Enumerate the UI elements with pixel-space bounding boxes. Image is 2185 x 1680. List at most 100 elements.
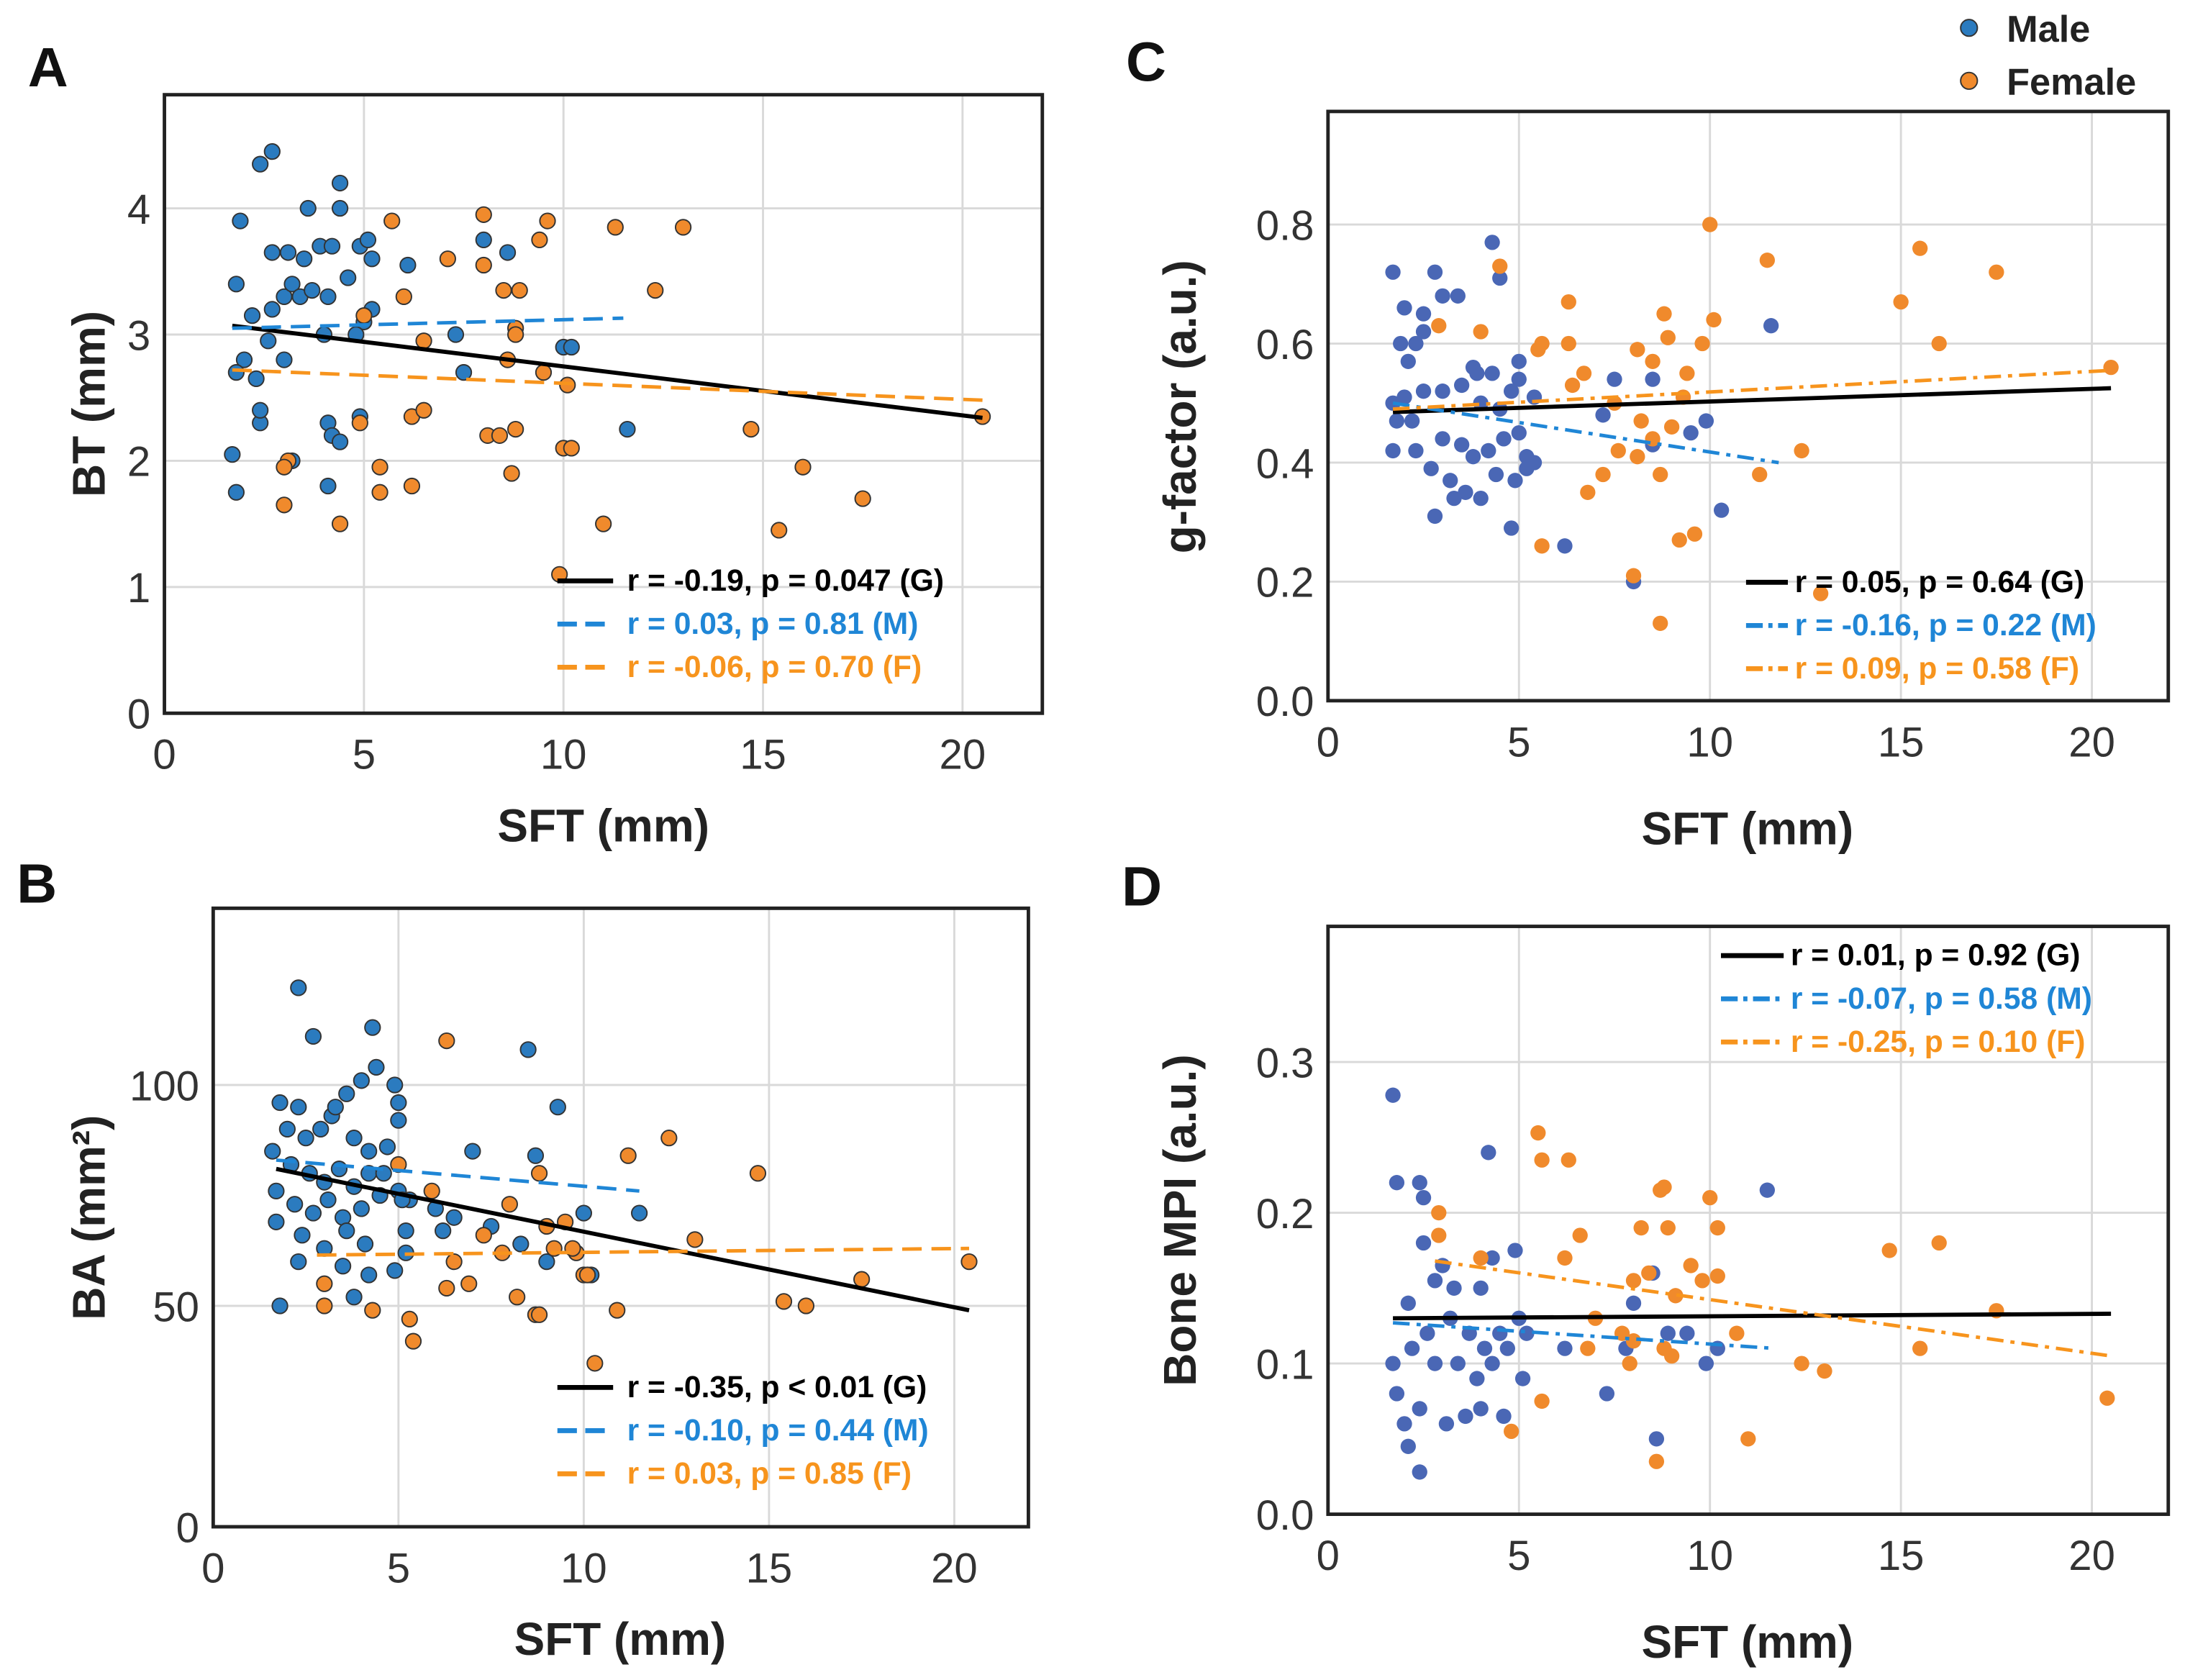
data-point-male: [1419, 1325, 1435, 1341]
data-point-male: [575, 1204, 592, 1222]
y-tick-label: 3: [127, 312, 150, 359]
data-point-male: [360, 1143, 378, 1160]
data-point-male: [1450, 1356, 1466, 1371]
data-point-male: [1599, 1386, 1615, 1402]
data-point-male: [397, 1222, 414, 1240]
data-point-female: [1759, 253, 1775, 268]
data-point-female: [1534, 538, 1550, 554]
data-point-female: [531, 231, 548, 249]
data-point-female: [1912, 240, 1928, 256]
data-point-male: [252, 155, 269, 173]
data-point-male: [345, 1289, 363, 1306]
y-tick-label: 0.8: [1256, 202, 1314, 249]
panel-b: 0 5 10 15 20 0 50 100 B SFT (mm) BA (mm²) r = -0.35…: [17, 853, 1030, 1665]
data-point-female: [660, 1130, 678, 1147]
data-point-female: [364, 1302, 381, 1319]
data-point-male: [224, 446, 241, 463]
data-point-male: [1408, 335, 1424, 352]
data-point-female: [383, 212, 401, 230]
data-point-male: [512, 1235, 530, 1253]
data-point-female: [647, 281, 664, 299]
data-point-male: [271, 1094, 289, 1112]
data-point-male: [1496, 431, 1512, 447]
data-point-male: [1469, 365, 1485, 381]
data-point-male: [1393, 335, 1409, 352]
data-point-male: [1389, 413, 1405, 429]
y-tick-label: 0: [127, 691, 150, 738]
fit-line: [1392, 401, 1779, 465]
legend-marker-male: [1960, 19, 1979, 37]
data-point-male: [1412, 1401, 1427, 1417]
data-point-female: [1729, 1325, 1745, 1341]
data-point-male: [378, 1138, 396, 1155]
y-tick-label: 0.4: [1256, 440, 1314, 487]
data-point-female: [1580, 484, 1596, 500]
data-point-female: [1912, 1340, 1928, 1356]
data-point-female: [1622, 1356, 1637, 1371]
data-point-female: [1656, 306, 1672, 322]
fit-line: [1435, 1259, 2112, 1358]
data-point-male: [1389, 1175, 1405, 1191]
data-point-male: [455, 364, 473, 381]
data-point-female: [607, 219, 624, 236]
fit-line: [1392, 386, 2112, 414]
data-point-male: [290, 1099, 307, 1116]
data-point-female: [1534, 1393, 1550, 1409]
data-point-male: [1526, 455, 1543, 471]
data-point-male: [1492, 1325, 1508, 1341]
data-point-female: [2103, 359, 2119, 376]
data-point-male: [1400, 1438, 1416, 1454]
data-point-male: [1519, 1325, 1535, 1341]
data-point-male: [334, 1258, 352, 1275]
data-point-male: [263, 142, 281, 160]
data-point-male: [364, 1019, 381, 1036]
data-point-male: [1400, 353, 1416, 369]
data-point-male: [1458, 1408, 1473, 1425]
x-tick-label: 10: [560, 1545, 607, 1592]
data-point-male: [1408, 442, 1424, 459]
fit-line: [232, 368, 983, 402]
legend-entry: r = 0.03, p = 0.85 (F): [627, 1456, 912, 1491]
data-point-male: [464, 1143, 481, 1160]
panel-label: A: [28, 37, 68, 99]
y-tick-label: 50: [153, 1284, 199, 1330]
data-point-male: [1698, 413, 1714, 429]
data-point-male: [286, 1196, 304, 1213]
data-point-male: [297, 1130, 314, 1147]
data-point-female: [1595, 466, 1611, 483]
data-point-female: [1881, 1243, 1897, 1258]
data-point-male: [390, 1094, 407, 1112]
data-point-female: [404, 1332, 422, 1350]
x-tick-label: 15: [740, 732, 786, 778]
axes-frame: [1326, 925, 2171, 1517]
data-point-male: [1396, 300, 1412, 316]
data-point-female: [501, 1196, 518, 1213]
data-point-female: [1572, 1227, 1588, 1243]
x-tick-label: 20: [931, 1545, 978, 1592]
data-point-female: [1580, 1340, 1596, 1356]
data-point-female: [1740, 1431, 1756, 1447]
data-point-female: [1931, 335, 1947, 352]
data-point-male: [1438, 1416, 1455, 1432]
data-point-female: [403, 477, 421, 495]
data-point-female: [1671, 532, 1687, 548]
x-axis-label: SFT (mm): [1642, 802, 1854, 854]
data-point-female: [1648, 1453, 1665, 1469]
data-point-male: [319, 1191, 337, 1209]
data-point-female: [853, 1271, 871, 1288]
data-point-male: [1503, 520, 1519, 536]
data-point-female: [2099, 1390, 2115, 1406]
data-point-male: [327, 1099, 344, 1116]
data-point-male: [447, 326, 465, 343]
data-point-male: [386, 1076, 404, 1094]
data-point-male: [1698, 1356, 1714, 1371]
legend-entry: r = 0.05, p = 0.64 (G): [1795, 565, 2085, 599]
data-point-female: [1660, 330, 1676, 345]
data-point-male: [1481, 1145, 1496, 1161]
data-point-male: [1759, 1182, 1775, 1198]
data-point-male: [360, 1266, 378, 1284]
data-point-female: [371, 458, 389, 476]
y-tick-label: 0.6: [1256, 322, 1314, 368]
data-point-male: [1648, 1431, 1665, 1447]
data-point-male: [340, 269, 357, 286]
